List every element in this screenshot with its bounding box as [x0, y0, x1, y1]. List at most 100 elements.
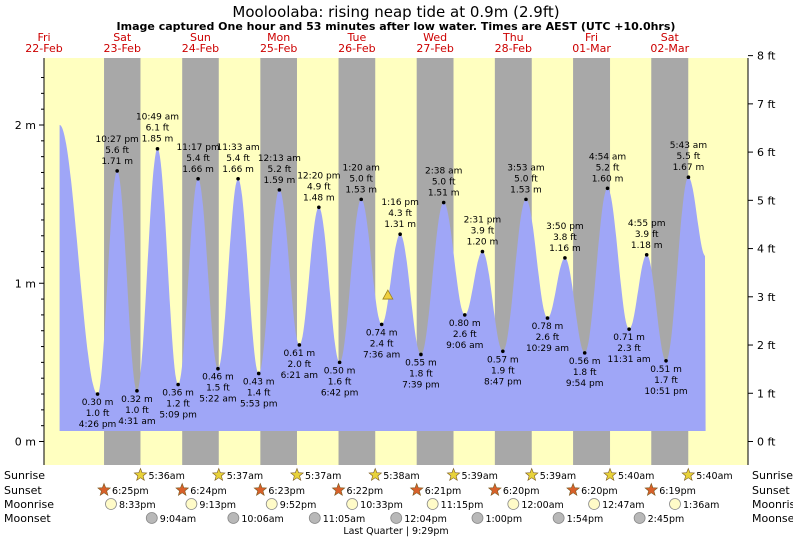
- sunrise-time-label: 5:36am: [148, 471, 184, 482]
- sunset-time-label: 6:23pm: [268, 486, 305, 497]
- tide-point: [135, 389, 139, 393]
- tide-m-label: 0.55 m: [405, 358, 437, 368]
- y-left-tick-label: 1 m: [15, 277, 36, 290]
- y-right-tick-label: 3 ft: [757, 291, 776, 304]
- moonset-time-label: 2:45pm: [648, 514, 685, 525]
- tide-point: [664, 358, 668, 363]
- sunrise-icon: [368, 467, 383, 481]
- tide-m-label: 0.56 m: [569, 357, 601, 367]
- moonrise-time-label: 10:33pm: [360, 500, 403, 511]
- tide-point: [605, 186, 610, 191]
- day-name-label: Mon: [267, 31, 290, 44]
- day-date-label: 27-Feb: [416, 42, 453, 55]
- tide-time-label: 6:21 am: [281, 371, 318, 381]
- tide-m-label: 1.71 m: [101, 157, 133, 167]
- day-name-label: Sat: [661, 31, 680, 44]
- tide-point: [317, 205, 321, 210]
- moonrise-icon: [105, 498, 117, 510]
- moon-phase: Last Quarter | 9:29pm: [343, 526, 448, 537]
- y-right-tick-label: 8 ft: [757, 50, 776, 63]
- tide-point: [441, 200, 446, 205]
- sunset-time-label: 6:20pm: [503, 486, 540, 497]
- sunset-icon: [175, 482, 190, 496]
- day-date-label: 22-Feb: [25, 42, 62, 55]
- tide-m-label: 0.57 m: [487, 355, 519, 365]
- sunrise-icon: [524, 467, 539, 481]
- tide-m-label: 1.20 m: [467, 238, 499, 248]
- moonset-icon: [308, 512, 321, 524]
- tide-time-label: 6:42 pm: [321, 388, 359, 398]
- tide-m-label: 0.74 m: [366, 328, 398, 338]
- row-label-left: Moonrise: [4, 498, 54, 511]
- tide-point: [563, 256, 567, 260]
- y-right-tick-label: 2 ft: [757, 339, 776, 352]
- tide-m-label: 1.66 m: [182, 165, 214, 175]
- tide-m-label: 0.36 m: [162, 389, 194, 399]
- tide-ft-label: 5.0 ft: [432, 178, 456, 188]
- tide-ft-label: 5.4 ft: [186, 154, 210, 164]
- chart-title: Mooloolaba: rising neap tide at 0.9m (2.…: [232, 3, 559, 21]
- tide-ft-label: 1.7 ft: [654, 376, 678, 386]
- moonset-time-label: 1:54pm: [567, 514, 604, 525]
- sunset-time-label: 6:25pm: [112, 486, 149, 497]
- moonrise-icon: [588, 498, 600, 510]
- current-level-marker: [382, 289, 394, 300]
- tide-point: [419, 352, 423, 357]
- tide-ft-label: 6.1 ft: [146, 124, 170, 134]
- tide-time-label: 10:49 am: [136, 113, 179, 123]
- tide-point: [115, 169, 119, 173]
- tide-point: [95, 392, 100, 396]
- moonset-icon: [633, 512, 646, 524]
- tide-time-label: 12:20 pm: [297, 171, 340, 181]
- day-date-label: 23-Feb: [103, 42, 140, 55]
- y-right-tick-label: 1 ft: [757, 387, 776, 400]
- y-right-tick-label: 0 ft: [757, 436, 776, 449]
- tide-point: [398, 232, 402, 236]
- tide-m-label: 1.85 m: [142, 135, 174, 145]
- y-right-tick-label: 4 ft: [757, 243, 776, 256]
- tide-point: [256, 371, 261, 376]
- tide-time-label: 3:50 pm: [546, 222, 584, 232]
- day-name-label: Sat: [113, 31, 132, 44]
- moonset-icon: [227, 512, 240, 524]
- tide-ft-label: 1.5 ft: [206, 384, 230, 394]
- tide-ft-label: 1.4 ft: [247, 388, 271, 398]
- day-name-label: Fri: [585, 31, 598, 44]
- moonset-time-label: 12:04pm: [404, 514, 447, 525]
- sunrise-time-label: 5:38am: [383, 471, 419, 482]
- tide-time-label: 8:47 pm: [484, 377, 522, 387]
- tide-ft-label: 3.9 ft: [635, 230, 659, 240]
- tide-ft-label: 1.2 ft: [166, 400, 190, 410]
- tide-ft-label: 2.0 ft: [288, 360, 312, 370]
- day-labels: Fri22-FebSat23-FebSun24-FebMon25-FebTue2…: [25, 31, 689, 55]
- tide-m-label: 0.71 m: [613, 333, 645, 343]
- moonrise-icon: [265, 498, 278, 510]
- tide-m-label: 1.53 m: [345, 185, 377, 195]
- sunset-icon: [409, 482, 424, 496]
- tide-ft-label: 1.0 ft: [86, 409, 110, 419]
- tide-m-label: 1.60 m: [592, 174, 624, 184]
- tide-ft-label: 4.3 ft: [388, 209, 412, 219]
- tide-m-label: 1.67 m: [673, 163, 705, 173]
- tide-m-label: 1.48 m: [303, 193, 335, 203]
- sunset-time-label: 6:19pm: [659, 486, 696, 497]
- tide-time-label: 1:16 pm: [381, 198, 419, 208]
- row-label-right: Moonset: [752, 512, 793, 525]
- tide-time-label: 10:29 am: [526, 344, 569, 354]
- tide-time-label: 2:38 am: [425, 167, 462, 177]
- moonset-time-label: 11:05am: [323, 514, 365, 525]
- y-right-tick-label: 7 ft: [757, 98, 776, 111]
- moonrise-icon: [426, 498, 439, 510]
- moonset-icon: [390, 512, 403, 524]
- tide-m-label: 0.78 m: [532, 322, 564, 332]
- tide-point: [501, 349, 505, 354]
- tide-point: [462, 313, 467, 317]
- moonrise-icon: [185, 498, 198, 510]
- sunrise-icon: [290, 467, 304, 481]
- tide-time-label: 12:13 am: [258, 154, 301, 164]
- sunrise-icon: [681, 467, 696, 481]
- day-date-label: 26-Feb: [338, 42, 375, 55]
- sunset-time-label: 6:22pm: [347, 486, 384, 497]
- sunset-icon: [97, 482, 111, 496]
